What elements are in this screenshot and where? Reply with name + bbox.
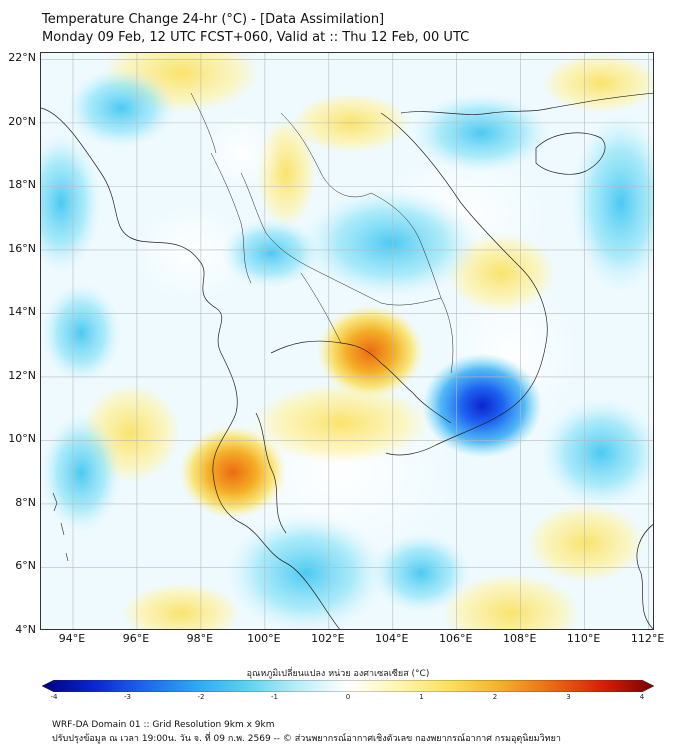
graticule	[41, 53, 653, 629]
lon-label: 104°E	[375, 632, 409, 645]
lon-label: 112°E	[630, 632, 665, 645]
lat-label: 10°N	[8, 432, 36, 446]
warm-anomaly	[315, 304, 425, 399]
lat-label: 16°N	[8, 241, 36, 255]
colorbar-tick: 1	[419, 693, 424, 701]
colorbar-tick: 0	[345, 693, 351, 701]
colorbar-tick: -4	[50, 693, 58, 701]
model-info: WRF-DA Domain 01 :: Grid Resolution 9km …	[52, 720, 275, 730]
colorbar-tick: -2	[197, 693, 205, 701]
map-title: Temperature Change 24-hr (°C) - [Data As…	[42, 12, 385, 27]
colorbar-tick: 4	[639, 693, 645, 701]
forecast-valid-time: Monday 09 Feb, 12 UTC FCST+060, Valid at…	[42, 30, 470, 45]
lon-label: 100°E	[247, 632, 281, 645]
colorbar-tick: 2	[492, 693, 498, 701]
colorbar-ramp	[42, 680, 654, 692]
update-credit: ปรับปรุงข้อมูล ณ เวลา 19:00น. วัน จ. ที่…	[52, 734, 561, 744]
lon-label: 96°E	[122, 632, 150, 645]
lon-label: 102°E	[311, 632, 345, 645]
lat-label: 8°N	[15, 495, 36, 509]
lat-label: 12°N	[8, 368, 36, 382]
lon-label: 98°E	[186, 632, 214, 645]
temperature-change-map	[40, 52, 654, 630]
lat-label: 6°N	[15, 559, 36, 573]
lat-label: 20°N	[8, 114, 36, 128]
country-borders	[41, 92, 653, 629]
colorbar	[42, 680, 654, 692]
anomaly-markers	[178, 304, 543, 520]
lat-label: 4°N	[15, 623, 36, 636]
lon-label: 94°E	[58, 632, 86, 645]
lon-label: 110°E	[566, 632, 601, 645]
lat-label: 22°N	[8, 51, 36, 65]
cold-anomaly	[422, 353, 543, 458]
colorbar-tick: 3	[566, 693, 571, 701]
lon-label: 108°E	[502, 632, 537, 645]
colorbar-tick: -1	[271, 693, 278, 701]
lat-label: 14°N	[8, 305, 36, 319]
lon-label: 106°E	[438, 632, 473, 645]
warm-anomaly	[178, 425, 288, 520]
colorbar-title: อุณหภูมิเปลี่ยนแปลง หน่วย องศาเซลเซียส (…	[246, 669, 430, 679]
lat-label: 18°N	[8, 178, 36, 192]
colorbar-tick: -3	[124, 693, 131, 701]
